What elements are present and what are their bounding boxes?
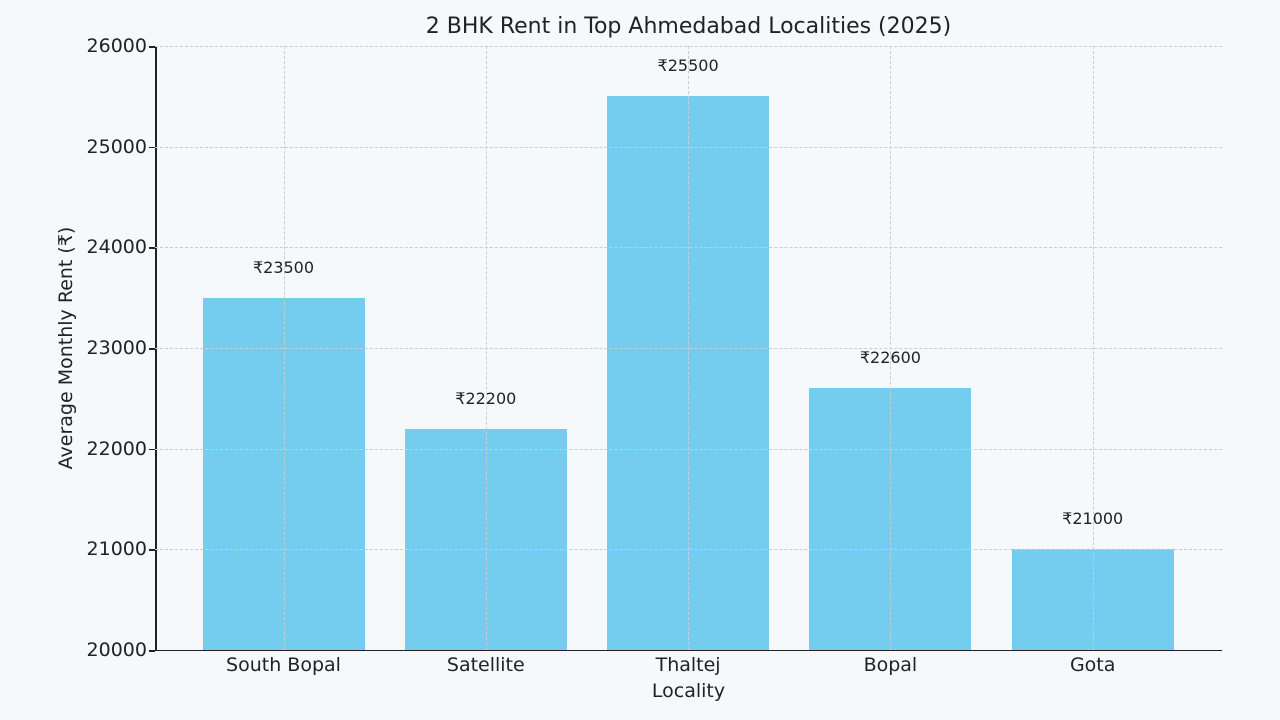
grid-line-vertical <box>688 46 690 650</box>
x-axis-label: Locality <box>651 680 726 702</box>
x-tick-label: South Bopal <box>226 654 341 676</box>
y-tick-label: 20000 <box>86 639 147 661</box>
x-tick-label: Thaltej <box>655 654 721 676</box>
y-tick-mark <box>149 348 155 350</box>
y-tick-mark <box>149 247 155 249</box>
x-tick-label: Bopal <box>863 654 918 676</box>
grid-line-vertical <box>1092 46 1094 650</box>
bar-value-label: ₹25500 <box>657 56 719 76</box>
grid-line-vertical <box>890 46 892 650</box>
y-tick-label: 21000 <box>86 538 147 561</box>
grid-line-vertical <box>283 46 285 650</box>
x-tick-label: Gota <box>1069 654 1116 676</box>
x-axis-line <box>155 649 1222 651</box>
y-tick-label: 24000 <box>86 236 147 259</box>
y-tick-mark <box>149 46 155 48</box>
y-tick-mark <box>149 146 155 149</box>
y-tick-label: 22000 <box>86 437 147 460</box>
bar-value-label: ₹21000 <box>1062 509 1124 529</box>
y-tick-label: 25000 <box>86 135 147 158</box>
y-tick-label: 26000 <box>86 35 147 57</box>
bar-value-label: ₹22200 <box>455 388 517 408</box>
bar-value-label: ₹22600 <box>859 348 921 368</box>
y-axis-label: Average Monthly Rent (₹) <box>55 226 77 470</box>
y-tick-mark <box>149 650 155 652</box>
y-tick-label: 23000 <box>86 337 147 359</box>
x-tick-label: Satellite <box>446 654 525 676</box>
grid-line-vertical <box>485 46 487 650</box>
chart-title: 2 BHK Rent in Top Ahmedabad Localities (… <box>425 14 952 39</box>
y-tick-mark <box>149 549 155 551</box>
plot-area: ₹23500 ₹22200 ₹25500 ₹22600 ₹21000 <box>155 46 1222 651</box>
bar-value-label: ₹23500 <box>252 257 315 277</box>
y-tick-mark <box>149 448 155 451</box>
